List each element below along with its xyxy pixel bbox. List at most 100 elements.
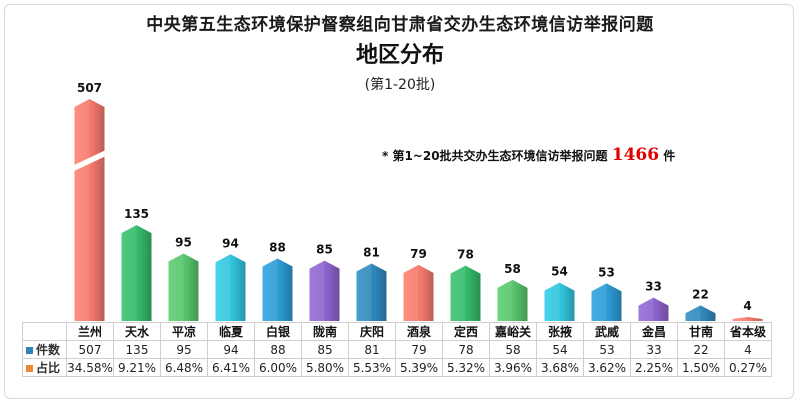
share-cell: 1.50% [677,358,725,377]
bar-highlight [215,254,231,321]
share-cell: 6.00% [254,358,302,377]
bar [403,264,434,321]
total-note-prefix: * 第1~20批共交办生态环境信访举报问题 [382,149,608,163]
data-label: 88 [269,241,286,255]
count-cell: 85 [301,340,349,359]
bar-group [168,253,199,321]
count-cell: 95 [160,340,208,359]
count-cell: 53 [583,340,631,359]
share-row: 占比 34.58% 9.21% 6.48% 6.41% 6.00% 5.80% 5.53% 5… [22,358,772,377]
bar-highlight [403,264,419,321]
share-cell: 5.32% [442,358,490,377]
bar-group [685,305,716,321]
bar [309,260,340,321]
axis-break-mark [70,148,109,173]
count-cell: 94 [207,340,255,359]
bar-group [450,265,481,321]
bar-highlight [74,99,90,321]
category-cell: 甘南 [677,322,725,341]
category-cell: 金昌 [630,322,678,341]
count-cell: 81 [348,340,396,359]
data-label: 78 [457,248,474,262]
bar-group [591,283,622,321]
bar [121,225,152,321]
bar-group [638,297,669,321]
category-cell: 天水 [113,322,161,341]
category-cell: 嘉峪关 [489,322,537,341]
bar [262,258,293,321]
count-series-key [26,347,33,354]
bar [591,283,622,321]
share-row-header: 占比 [22,358,67,377]
share-cell: 0.27% [724,358,772,377]
total-note-unit: 件 [663,149,676,163]
data-label: 95 [175,236,192,250]
share-cell: 5.80% [301,358,349,377]
bar [732,317,763,321]
count-cell: 54 [536,340,584,359]
bar-group [215,254,246,321]
share-cell: 3.62% [583,358,631,377]
bar [544,282,575,321]
count-cell: 33 [630,340,678,359]
share-cell: 2.25% [630,358,678,377]
bar-group [544,282,575,321]
total-note: * 第1~20批共交办生态环境信访举报问题 1466 件 [382,145,675,165]
share-series-key [26,365,33,372]
category-cell: 酒泉 [395,322,443,341]
bar [356,263,387,321]
bar-highlight [685,305,701,321]
share-cell: 5.39% [395,358,443,377]
bar-group [309,260,340,321]
category-cell: 张掖 [536,322,584,341]
total-count: 1466 [611,145,660,165]
bar-highlight [638,297,654,321]
bar-highlight [732,317,748,321]
category-cell: 临夏 [207,322,255,341]
count-series-label: 件数 [36,343,61,357]
data-label: 53 [598,265,615,279]
bar [215,254,246,321]
data-label: 81 [363,245,380,259]
share-cell: 6.41% [207,358,255,377]
chart-title: 中央第五生态环境保护督察组向甘肃省交办生态环境信访举报问题 [146,15,654,35]
bar-group [70,99,109,321]
bar [168,253,199,321]
count-cell: 79 [395,340,443,359]
bar [497,279,528,321]
category-cell: 兰州 [66,322,114,341]
bar-group [356,263,387,321]
bar [638,297,669,321]
data-label: 135 [124,207,149,221]
chart-batch-range: (第1-20批) [364,77,436,93]
count-cell: 507 [66,340,114,359]
count-cell: 135 [113,340,161,359]
count-cell: 88 [254,340,302,359]
count-row: 件数 507 135 95 94 88 85 81 79 78 58 54 53 33 22 4 [22,340,772,359]
data-label: 4 [743,299,751,313]
data-table: 兰州 天水 平凉 临夏 白银 陇南 庆阳 酒泉 定西 嘉峪关 张掖 武威 金昌 甘南 省本级 件数 507 1… [22,322,772,377]
bar [450,265,481,321]
bar-highlight [591,283,607,321]
bar-highlight [262,258,278,321]
category-cell: 庆阳 [348,322,396,341]
category-row-header [22,322,67,341]
data-label: 79 [410,247,427,261]
count-cell: 58 [489,340,537,359]
bar-group [497,279,528,321]
category-cell: 武威 [583,322,631,341]
share-cell: 34.58% [66,358,114,377]
bar-highlight [450,265,466,321]
category-cell: 陇南 [301,322,349,341]
bar-group [732,317,763,321]
share-cell: 6.48% [160,358,208,377]
share-cell: 3.96% [489,358,537,377]
bar-highlight [356,263,372,321]
chart-subtitle: 地区分布 [355,43,444,68]
bar-highlight [497,279,513,321]
bar-highlight [168,253,184,321]
category-cell: 定西 [442,322,490,341]
bar [685,305,716,321]
data-label: 85 [316,243,333,257]
